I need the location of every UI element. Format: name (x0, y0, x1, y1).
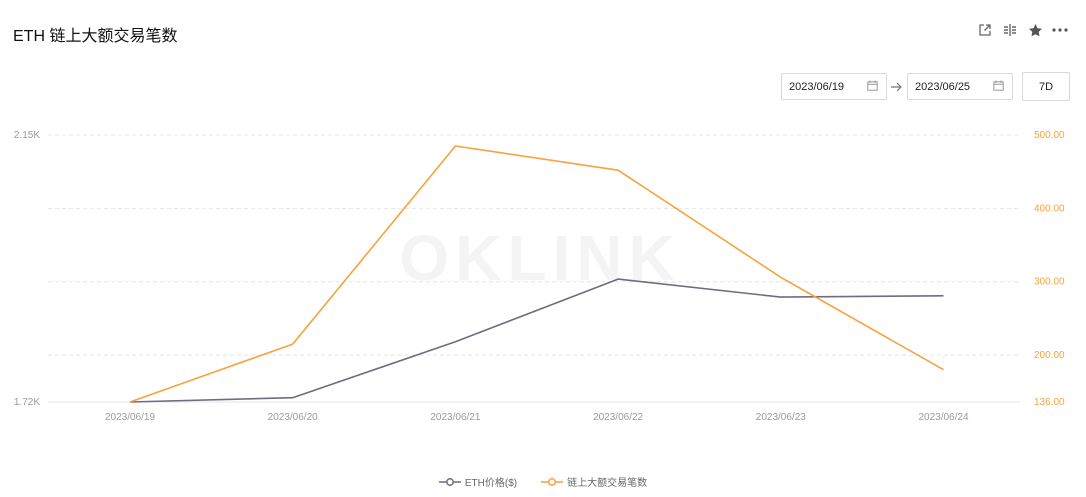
end-date-value: 2023/06/25 (915, 80, 971, 93)
legend-item-count[interactable]: 链上大额交易笔数 (541, 474, 647, 489)
chart-toolbar (977, 22, 1068, 38)
x-axis-tick: 2023/06/20 (268, 412, 318, 423)
left-axis-tick: 1.72K (14, 397, 40, 408)
x-axis-tick: 2023/06/22 (593, 412, 643, 423)
range-7d-button[interactable]: 7D (1022, 72, 1070, 101)
right-axis-tick: 500.00 (1034, 130, 1065, 141)
right-axis-tick: 300.00 (1034, 277, 1065, 288)
date-range-picker: 2023/06/19 2023/06/25 (781, 72, 1013, 101)
line-chart: OKLINK 2.15K 1.72K 500.00 400.00 300.00 200.00… (14, 130, 1065, 423)
x-axis-tick: 2023/06/19 (105, 412, 155, 423)
legend-item-eth[interactable]: ETH价格($) (438, 474, 518, 489)
x-axis-tick: 2023/06/21 (430, 412, 480, 423)
calendar-icon (993, 80, 1004, 94)
right-axis-tick: 200.00 (1034, 350, 1065, 361)
legend-label-count: 链上大额交易笔数 (567, 478, 648, 489)
watermark-text: OKLINK (399, 222, 680, 294)
start-date-value: 2023/06/19 (789, 80, 845, 93)
series-line-eth (129, 278, 944, 403)
star-icon[interactable] (1027, 22, 1043, 38)
x-axis-tick: 2023/06/24 (918, 412, 968, 423)
right-axis-tick: 400.00 (1034, 203, 1065, 214)
calendar-icon (867, 80, 878, 94)
share-icon[interactable] (977, 22, 993, 38)
start-date-input[interactable]: 2023/06/19 (781, 73, 887, 100)
more-icon[interactable] (1052, 22, 1068, 38)
end-date-input[interactable]: 2023/06/25 (907, 73, 1013, 100)
arrow-right-icon (887, 82, 907, 92)
legend-label-eth: ETH价格($) (464, 478, 518, 489)
right-axis-tick: 136.00 (1034, 397, 1065, 408)
series-line-count (129, 145, 944, 403)
page-title: ETH 链上大额交易笔数 (13, 28, 178, 45)
x-axis-tick: 2023/06/23 (756, 412, 806, 423)
left-axis-tick: 2.15K (14, 130, 40, 141)
split-icon[interactable] (1002, 22, 1018, 38)
chart-legend: ETH价格($) 链上大额交易笔数 (0, 474, 1086, 489)
